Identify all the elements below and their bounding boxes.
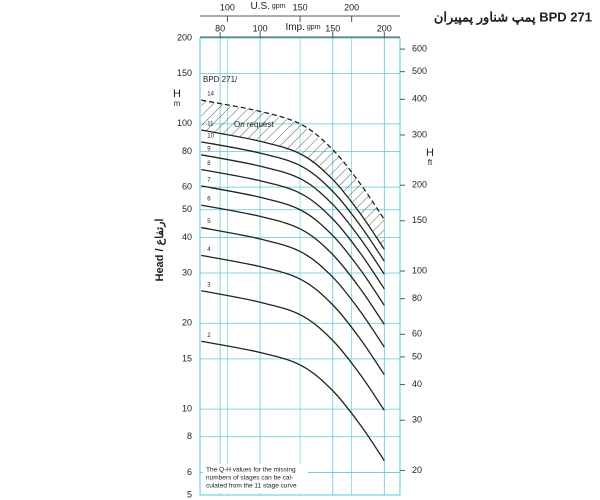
annotation: On request — [234, 120, 274, 129]
y-unit-label: H — [173, 88, 181, 100]
x2-axis-title-unit: gpm — [272, 3, 286, 10]
y-tick-label: 40 — [182, 232, 192, 242]
y-tick-label: 50 — [182, 204, 192, 214]
stage-label: 11 — [207, 122, 214, 128]
y-tick-label: 8 — [187, 431, 192, 441]
y-tick-label: 5 — [187, 489, 192, 499]
y2-unit-label: H — [426, 147, 434, 159]
y2-tick-label: 200 — [412, 180, 427, 190]
note-line: The Q-H values for the missing — [206, 467, 296, 474]
y2-tick-label: 50 — [412, 351, 422, 361]
x-axis-title-unit: gpm — [307, 24, 321, 31]
x-tick-label: 150 — [325, 23, 340, 33]
x-tick-label: 200 — [377, 23, 392, 33]
y2-tick-label: 60 — [412, 329, 422, 339]
x2-tick-label: 200 — [344, 2, 359, 12]
stage-label: 14 — [207, 92, 214, 98]
stage-curve — [201, 340, 385, 461]
stage-label: 2 — [207, 333, 211, 339]
stage-label: 8 — [207, 161, 211, 167]
x-tick-label: 80 — [215, 23, 225, 33]
y2-tick-label: 300 — [412, 129, 427, 139]
x2-axis-title-text: U.S. — [250, 1, 269, 12]
y2-tick-label: 400 — [412, 94, 427, 104]
on-request-hatch — [201, 100, 385, 250]
y2-tick-label: 150 — [412, 215, 427, 225]
y2-unit: ft — [428, 158, 433, 167]
y-axis-title: Head / ارتفاع — [154, 219, 166, 282]
stage-curve — [201, 168, 385, 290]
stage-curve — [201, 254, 385, 376]
x2-tick-label: 100 — [220, 2, 235, 12]
y2-tick-label: 100 — [412, 265, 427, 275]
stage-curve — [201, 154, 385, 275]
x-axis-title-text: Imp. — [285, 22, 304, 33]
stage-curve — [201, 290, 385, 411]
x-tick-label: 100 — [253, 23, 268, 33]
y2-tick-label: 20 — [412, 465, 422, 475]
x2-tick-label: 150 — [293, 2, 308, 12]
stage-label: 4 — [207, 247, 211, 253]
stage-label: 3 — [207, 282, 211, 288]
chart-title: پمپ شناور پمپیران BPD 271 — [434, 9, 592, 25]
note-box — [203, 464, 308, 493]
y2-tick-label: 80 — [412, 293, 422, 303]
y-tick-label: 10 — [182, 404, 192, 414]
y-tick-label: 100 — [177, 118, 192, 128]
stage-curve — [201, 99, 385, 220]
stage-label: 5 — [207, 219, 211, 225]
stage-curve — [201, 204, 385, 325]
y2-tick-label: 40 — [412, 379, 422, 389]
note-line: culated from the 11 stage curve — [206, 483, 297, 490]
y-tick-label: 15 — [182, 353, 192, 363]
stage-label: 7 — [207, 178, 211, 184]
y-tick-label: 60 — [182, 182, 192, 192]
y-tick-label: 200 — [177, 32, 192, 42]
y2-tick-label: 500 — [412, 66, 427, 76]
annotation: BPD 271/ — [203, 75, 238, 84]
y-tick-label: 150 — [177, 68, 192, 78]
y-unit: m — [174, 99, 181, 108]
stage-curve — [201, 141, 385, 262]
y2-tick-label: 600 — [412, 43, 427, 53]
y-tick-label: 80 — [182, 146, 192, 156]
stage-curve — [201, 129, 385, 250]
x2-axis-title: U.S. gpm — [250, 1, 285, 12]
stage-label: 6 — [207, 197, 211, 203]
y-tick-label: 30 — [182, 267, 192, 277]
stage-curve — [201, 185, 385, 306]
x-axis-title: Imp. gpm — [285, 22, 320, 33]
stage-label: 10 — [207, 133, 214, 139]
y2-tick-label: 30 — [412, 415, 422, 425]
y-tick-label: 6 — [187, 467, 192, 477]
y-tick-label: 20 — [182, 318, 192, 328]
stage-curve — [201, 226, 385, 348]
note-line: numbers of stages can be cal- — [206, 475, 293, 482]
stage-label: 9 — [207, 146, 211, 152]
